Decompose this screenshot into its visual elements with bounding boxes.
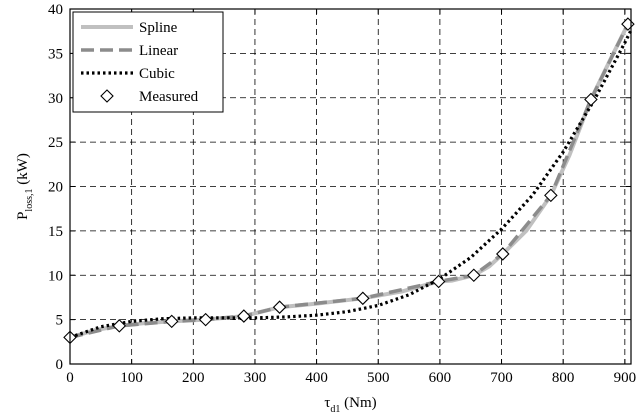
legend-item-cubic: Cubic xyxy=(81,66,175,82)
y-tick-label: 25 xyxy=(48,135,63,151)
series-group xyxy=(63,17,635,345)
y-tick-label: 35 xyxy=(48,46,63,62)
y-axis-label-subscript: loss,1 xyxy=(24,189,35,212)
y-axis-label: Ploss,1 (kW) xyxy=(15,153,35,220)
data-point-measured xyxy=(164,314,179,329)
data-point-measured xyxy=(584,92,598,107)
x-tick-label: 200 xyxy=(182,370,205,386)
y-axis-label-unit: (kW) xyxy=(15,153,31,188)
x-tick-label: 700 xyxy=(490,370,513,386)
x-axis-label: τd1 (Nm) xyxy=(324,395,376,415)
legend-item-spline: Spline xyxy=(81,20,178,36)
y-tick-label: 30 xyxy=(48,91,63,107)
data-point-measured xyxy=(272,300,287,314)
x-tick-label: 500 xyxy=(367,370,390,386)
series-measured-markers xyxy=(63,17,635,345)
series-cubic-line xyxy=(69,29,633,339)
x-tick-label: 900 xyxy=(614,370,637,386)
data-point-measured xyxy=(198,312,213,327)
x-tick-label: 800 xyxy=(552,370,575,386)
legend-label-spline: Spline xyxy=(139,20,178,36)
legend-item-measured: Measured xyxy=(100,89,199,105)
y-tick-label: 20 xyxy=(48,180,63,196)
y-tick-label: 5 xyxy=(56,313,64,329)
data-point-measured xyxy=(544,188,558,203)
data-point-measured xyxy=(356,291,370,306)
x-tick-label: 400 xyxy=(305,370,328,386)
x-tick-label: 600 xyxy=(429,370,452,386)
y-axis-label-main: P xyxy=(15,212,31,220)
legend: Spline Linear Cubic Measured xyxy=(72,11,224,113)
legend-label-linear: Linear xyxy=(139,43,178,59)
x-axis-label-unit: (Nm) xyxy=(340,395,376,411)
legend-label-cubic: Cubic xyxy=(139,66,175,82)
data-point-measured xyxy=(621,17,635,31)
y-tick-label: 0 xyxy=(56,357,64,373)
ticks: 0 100 200 300 400 500 600 700 800 900 0 5 10 15 20 25 30… xyxy=(48,2,636,386)
x-axis-label-subscript: d1 xyxy=(330,404,340,415)
legend-swatch-measured xyxy=(100,89,114,103)
y-tick-label: 40 xyxy=(48,2,63,18)
data-point-measured xyxy=(431,274,446,289)
y-tick-label: 10 xyxy=(48,268,63,284)
x-tick-label: 0 xyxy=(66,370,74,386)
data-point-measured xyxy=(237,309,251,323)
data-point-measured xyxy=(467,268,481,283)
x-tick-label: 100 xyxy=(120,370,143,386)
data-point-measured xyxy=(112,319,127,333)
x-axis-label-main: τ xyxy=(324,395,330,411)
legend-item-linear: Linear xyxy=(81,43,178,59)
x-tick-label: 300 xyxy=(244,370,267,386)
legend-label-measured: Measured xyxy=(139,89,199,105)
data-point-measured xyxy=(495,247,510,261)
y-tick-label: 15 xyxy=(48,224,63,240)
